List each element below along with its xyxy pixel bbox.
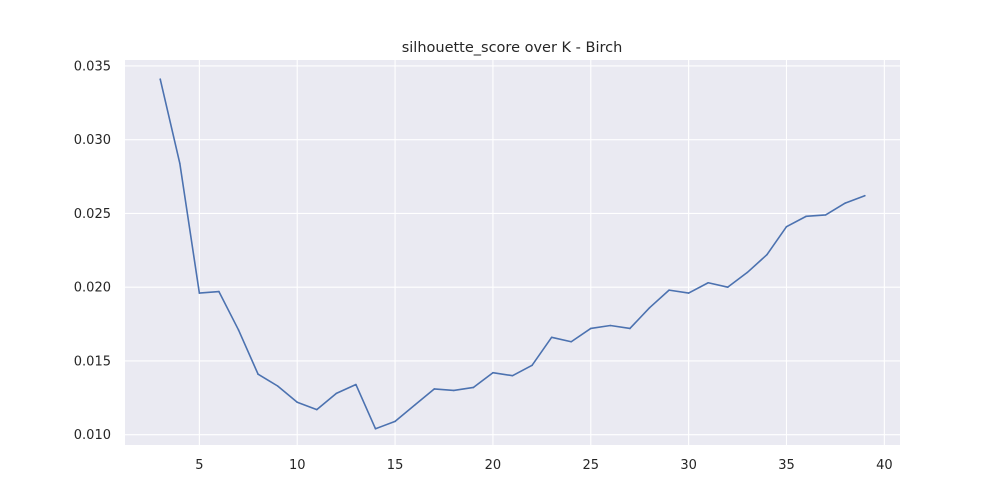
- y-tick-label: 0.025: [74, 207, 111, 222]
- data-point: [218, 290, 220, 293]
- data-point: [707, 281, 710, 284]
- x-tick-label: 40: [876, 458, 893, 473]
- data-point: [159, 78, 162, 80]
- data-point: [726, 286, 729, 288]
- data-point: [531, 364, 533, 367]
- data-point: [863, 194, 866, 197]
- y-tick-label: 0.020: [74, 281, 111, 296]
- data-point: [746, 271, 749, 274]
- data-point: [413, 404, 416, 406]
- data-point: [394, 420, 396, 423]
- data-point: [629, 327, 631, 330]
- data-point: [492, 371, 494, 374]
- y-tick-label: 0.010: [74, 428, 111, 443]
- data-point: [355, 383, 357, 386]
- data-point: [609, 324, 612, 327]
- data-point: [550, 336, 553, 339]
- data-point: [276, 385, 279, 387]
- chart-title: silhouette_score over K - Birch: [402, 40, 623, 56]
- y-tick-label: 0.035: [74, 59, 111, 74]
- data-point: [824, 214, 827, 216]
- data-point: [844, 202, 847, 204]
- data-point: [296, 401, 299, 404]
- x-axis-ticks: 5 10 15 20 25 30 35 40: [195, 458, 892, 473]
- x-tick-label: 10: [289, 458, 306, 473]
- data-point: [648, 307, 651, 309]
- data-point: [589, 327, 592, 330]
- y-axis-ticks: 0.010 0.015 0.020 0.025 0.030 0.035: [74, 59, 111, 443]
- data-point: [237, 329, 240, 331]
- series-layer: [159, 78, 866, 430]
- data-point: [570, 340, 573, 343]
- data-point: [374, 427, 377, 430]
- data-point: [805, 215, 807, 218]
- data-point: [668, 289, 670, 291]
- y-tick-label: 0.030: [74, 133, 111, 148]
- data-point: [257, 373, 259, 375]
- y-tick-label: 0.015: [74, 354, 111, 369]
- x-tick-label: 15: [387, 458, 404, 473]
- data-point: [315, 408, 318, 411]
- data-point: [433, 388, 436, 390]
- plot-area: [125, 60, 900, 445]
- data-point: [785, 225, 788, 228]
- data-point: [472, 386, 475, 389]
- x-tick-label: 5: [195, 458, 203, 473]
- data-point: [511, 374, 514, 377]
- x-tick-label: 35: [778, 458, 795, 473]
- data-point: [687, 292, 690, 294]
- data-point: [766, 253, 768, 256]
- data-point: [452, 389, 455, 392]
- grid-lines: [125, 60, 900, 445]
- data-point: [198, 292, 201, 294]
- x-tick-label: 20: [485, 458, 502, 473]
- x-tick-label: 30: [680, 458, 697, 473]
- x-tick-label: 25: [583, 458, 600, 473]
- data-point: [335, 392, 338, 395]
- data-point: [178, 162, 181, 165]
